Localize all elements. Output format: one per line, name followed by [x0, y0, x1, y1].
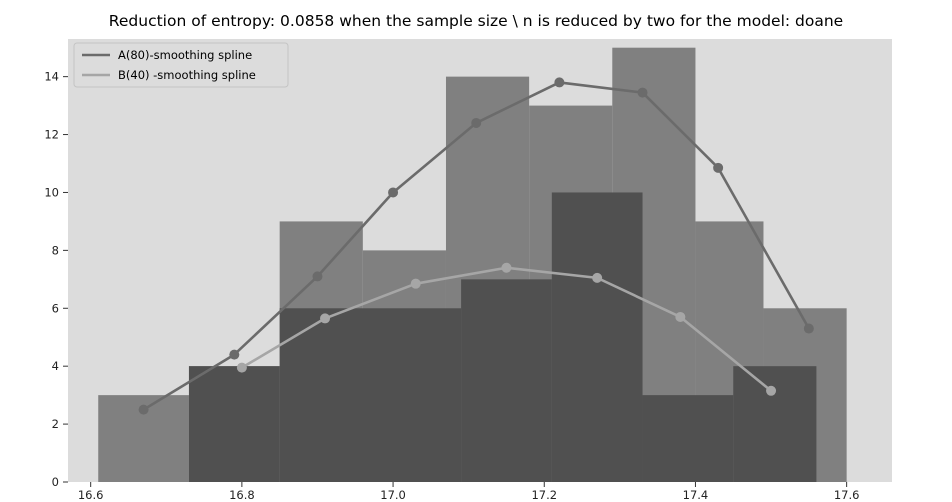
x-tick-label-2: 17.0: [380, 488, 406, 502]
legend-label-a: A(80)-smoothing spline: [118, 48, 252, 62]
histogram-b-bar-1: [279, 308, 462, 482]
y-tick-label-6: 12: [44, 128, 59, 142]
chart-title: Reduction of entropy: 0.0858 when the sa…: [108, 12, 844, 30]
y-tick-label-1: 2: [52, 417, 59, 431]
series-a-point-3: [388, 187, 399, 198]
series-a-point-5: [554, 77, 565, 88]
x-tick-label-4: 17.4: [683, 488, 709, 502]
y-tick-label-0: 0: [52, 475, 59, 489]
axes: 16.6 16.8 17.0 17.2 17.4 17.6 0 2 4 6 8 10 12 14: [44, 70, 859, 502]
series-b-point-3: [501, 262, 512, 273]
series-a-point-1: [229, 349, 240, 360]
x-tick-label-5: 17.6: [834, 488, 860, 502]
series-b-point-1: [320, 313, 331, 324]
histogram-layer: [98, 47, 847, 483]
y-tick-label-5: 10: [44, 185, 59, 199]
y-tick-label-3: 6: [52, 301, 59, 315]
x-tick-label-1: 16.8: [229, 488, 255, 502]
legend: A(80)-smoothing spline B(40) -smoothing s…: [73, 42, 289, 88]
series-b-point-5: [675, 311, 686, 322]
series-a-point-2: [312, 271, 323, 282]
series-a-point-0: [138, 404, 149, 415]
x-tick-label-3: 17.2: [531, 488, 557, 502]
series-a-point-6: [637, 87, 648, 98]
y-tick-label-4: 8: [52, 243, 59, 257]
histogram-b-bar-2: [461, 279, 552, 482]
series-b-point-2: [410, 278, 421, 289]
series-a-point-4: [471, 117, 482, 128]
series-layer: [138, 77, 814, 415]
histogram-b-bar-3: [551, 192, 643, 482]
series-b-point-4: [592, 272, 603, 283]
series-a-point-8: [803, 323, 814, 334]
x-tick-label-0: 16.6: [78, 488, 104, 502]
y-tick-label-2: 4: [52, 359, 59, 373]
legend-box: [73, 42, 289, 88]
histogram-b-bar-4: [642, 395, 734, 482]
y-tick-label-7: 14: [44, 70, 59, 84]
histogram-b-bar-0: [188, 366, 280, 482]
series-b-point-0: [236, 362, 247, 373]
histogram-b-bar-5: [733, 366, 817, 482]
series-a-point-7: [713, 162, 724, 173]
series-b-point-6: [766, 385, 777, 396]
legend-label-b: B(40) -smoothing spline: [118, 68, 256, 82]
